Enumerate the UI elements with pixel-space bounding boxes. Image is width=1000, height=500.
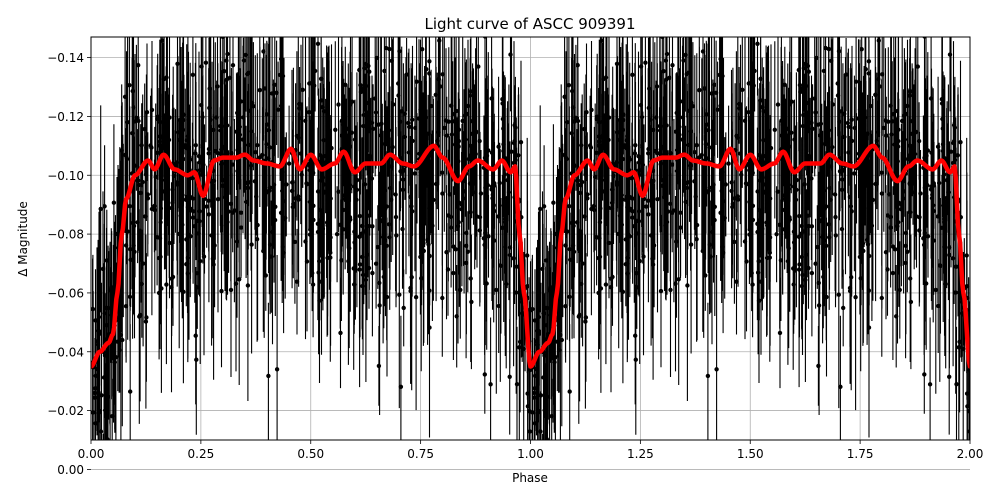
y-tick-label: −0.02: [47, 404, 84, 418]
y-axis-ticks: −0.14 −0.12 −0.10 −0.08 −0.06 −0.04 −0.02 0.00: [47, 51, 91, 477]
y-tick-label: −0.04: [47, 345, 84, 359]
y-tick-label: −0.14: [47, 51, 84, 65]
y-axis-label: Δ Magnitude: [16, 201, 30, 277]
y-tick-label: 0.00: [57, 463, 84, 477]
x-tick-label: 1.75: [847, 447, 874, 461]
x-tick-label: 1.25: [627, 447, 654, 461]
x-tick-label: 0.75: [407, 447, 434, 461]
y-tick-label: −0.10: [47, 169, 84, 183]
x-tick-label: 0.50: [297, 447, 324, 461]
x-axis-ticks: 0.00 0.25 0.50 0.75 1.00 1.25 1.50 1.75 2.00: [78, 440, 984, 461]
x-tick-label: 1.00: [517, 447, 544, 461]
y-tick-label: −0.08: [47, 228, 84, 242]
x-tick-label: 2.00: [957, 447, 984, 461]
data-points-with-errorbars: [91, 37, 970, 440]
chart-title: Light curve of ASCC 909391: [425, 15, 636, 33]
x-tick-label: 1.50: [737, 447, 764, 461]
x-axis-label: Phase: [512, 471, 548, 485]
x-tick-label: 0.00: [78, 447, 105, 461]
model-curve: [91, 143, 970, 369]
x-tick-label: 0.25: [188, 447, 215, 461]
y-tick-label: −0.12: [47, 110, 84, 124]
y-tick-label: −0.06: [47, 286, 84, 300]
